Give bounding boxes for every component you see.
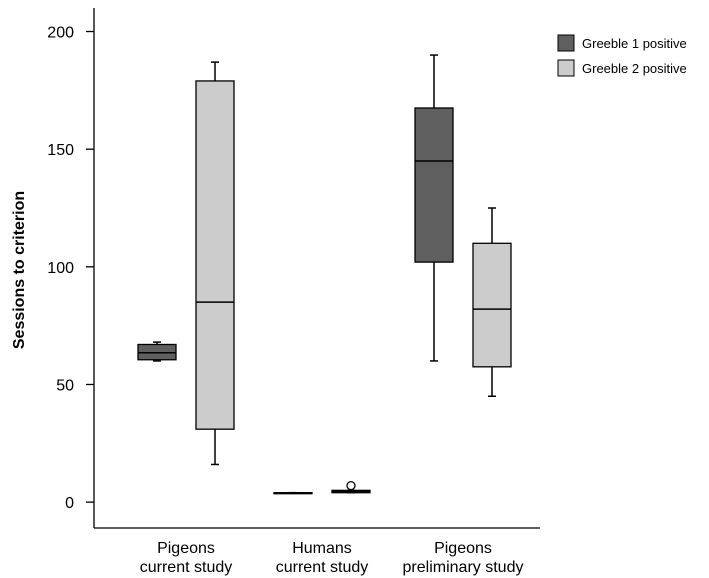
x-tick-label-line: current study	[276, 559, 368, 576]
y-tick-label: 100	[47, 260, 74, 277]
x-tick-label: Pigeons current study	[140, 540, 232, 576]
legend-swatch	[557, 34, 575, 52]
box	[414, 107, 454, 263]
legend-swatch	[557, 59, 575, 77]
y-tick-label: 0	[65, 495, 74, 512]
legend-label: Greeble 2 positive	[582, 61, 687, 76]
x-tick-label-line: Humans	[292, 540, 352, 557]
x-tick-label-line: current study	[140, 559, 232, 576]
outlier	[346, 480, 356, 491]
box	[472, 242, 512, 368]
x-tick-label-line: preliminary study	[403, 559, 524, 576]
legend-label: Greeble 1 positive	[582, 36, 687, 51]
x-tick-label-line: Pigeons	[157, 540, 215, 557]
y-tick-label: 50	[56, 377, 74, 394]
y-tick-label: 150	[47, 142, 74, 159]
y-tick-label: 200	[47, 25, 74, 42]
box	[195, 80, 235, 430]
x-tick-label-line: Pigeons	[434, 540, 492, 557]
x-tick-label: Pigeons preliminary study	[403, 540, 524, 576]
y-axis-label: Sessions to criterion	[11, 191, 28, 349]
x-tick-label: Humans current study	[276, 540, 368, 576]
